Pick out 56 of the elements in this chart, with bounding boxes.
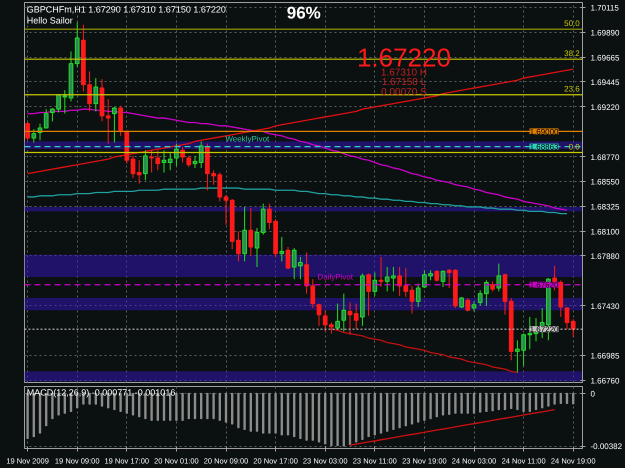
candlestick — [416, 283, 421, 308]
candlestick — [316, 303, 322, 326]
candlestick — [440, 270, 446, 288]
candlestick — [118, 105, 123, 136]
ref-line-label: 1.68863 — [530, 142, 560, 152]
annotation: 1.67150 L — [382, 77, 427, 88]
candlestick — [459, 296, 464, 309]
candlestick — [180, 146, 185, 163]
y-tick-label: 1.68325 — [590, 202, 620, 212]
y-tick-label: 1.69220 — [590, 102, 620, 112]
ref-line-label: 1.69000 — [530, 127, 560, 136]
y-tick-label: 1.67880 — [590, 252, 620, 261]
text: Hello Sailor — [26, 15, 73, 26]
candlestick — [366, 273, 371, 316]
candlestick — [434, 270, 440, 282]
candlestick — [341, 293, 346, 332]
candlestick — [242, 206, 247, 262]
y-tick-label: 1.68770 — [590, 152, 620, 162]
candlestick — [25, 122, 30, 141]
annotation: 38.2 — [564, 49, 580, 58]
candlestick — [186, 155, 192, 168]
y-tick-label: 1.69665 — [590, 54, 620, 62]
y-tick-label: 0 — [590, 389, 596, 398]
y-tick-label: 1.69445 — [590, 78, 620, 87]
y-tick-label: 1.70115 — [590, 4, 620, 12]
chart-title: MACD(12,26,9) -0.000771 -0.001016 — [26, 388, 176, 398]
candlestick — [143, 150, 148, 181]
y-tick-label: 1.69890 — [590, 28, 620, 38]
annotation: 96% — [286, 4, 321, 23]
ref-line-label: 1.67620 — [530, 280, 560, 290]
annotation: WeeklyPivot — [225, 134, 270, 144]
y-tick-label: 1.68550 — [590, 177, 620, 186]
y-tick-label: 1.66985 — [590, 351, 620, 360]
y-tick-label: 1.66760 — [590, 376, 620, 386]
annotation: 23.6 — [564, 84, 580, 94]
ref-line-label: 1.67220 — [530, 325, 560, 334]
candlestick — [335, 303, 340, 330]
y-tick-label: 1.67430 — [590, 302, 620, 311]
candlestick — [472, 300, 476, 312]
line-series — [26, 108, 568, 211]
candlestick — [279, 236, 284, 262]
y-tick-label: -0.00382 — [590, 442, 623, 452]
y-tick-label: 1.68100 — [590, 227, 620, 236]
line-series — [349, 408, 556, 446]
candlestick — [378, 256, 384, 288]
candlestick — [248, 208, 254, 256]
candlestick — [490, 280, 495, 292]
candlestick — [31, 128, 36, 143]
annotation: 50.0 — [564, 19, 580, 28]
annotation: DailyPivot — [317, 272, 354, 282]
candlestick — [112, 106, 117, 143]
candlestick — [465, 298, 470, 312]
candlestick — [174, 143, 179, 166]
chart-title: GBPCHFm,H1 1.67290 1.67310 1.67150 1.67220 — [26, 4, 226, 14]
line-series — [330, 328, 518, 374]
candlestick — [286, 246, 290, 270]
